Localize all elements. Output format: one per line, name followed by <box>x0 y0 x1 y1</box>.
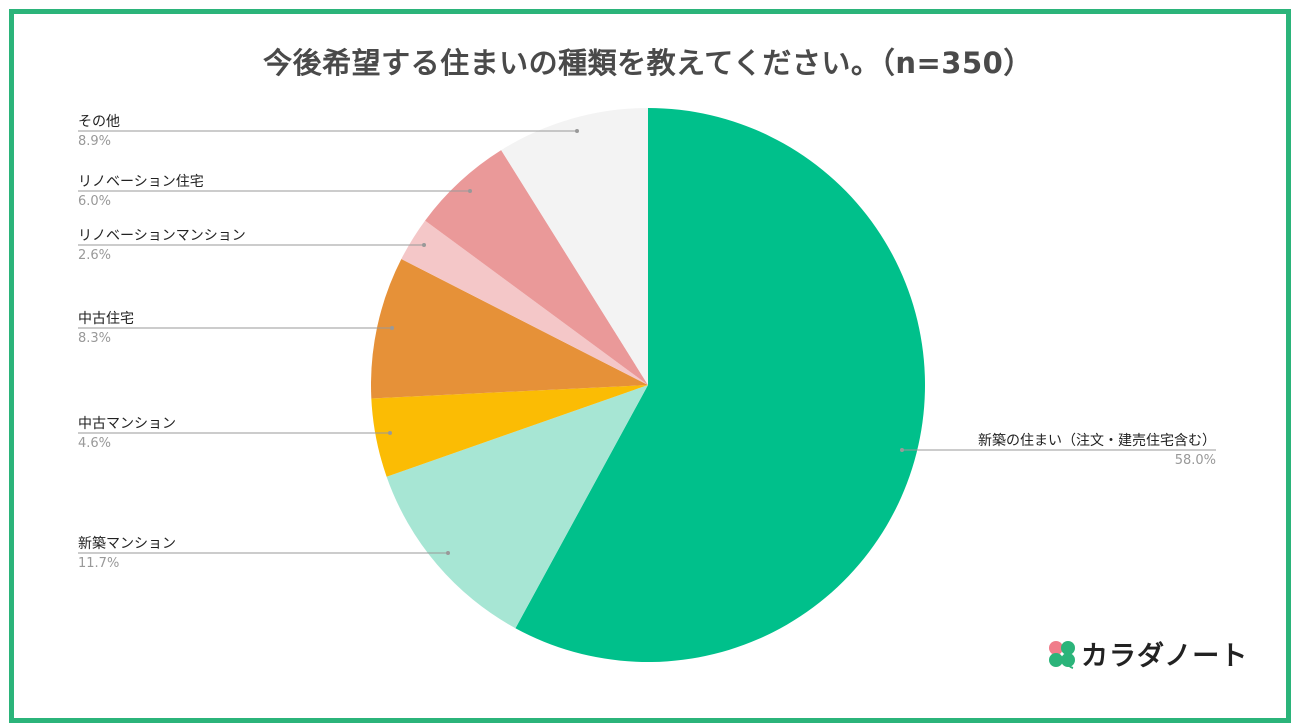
slice-label-2: 中古マンション <box>78 416 176 432</box>
slice-label-4: リノベーションマンション <box>78 228 246 244</box>
slice-value-2: 4.6% <box>78 436 111 451</box>
slice-label-1: 新築マンション <box>78 536 176 552</box>
pie-slice-1 <box>386 385 648 629</box>
pie-slice-5 <box>425 150 648 385</box>
brand-logo: カラダノート <box>1047 634 1248 673</box>
leader-dot-5 <box>468 189 472 193</box>
slice-value-0: 58.0% <box>1175 453 1216 468</box>
pie-slice-6 <box>501 108 648 385</box>
slice-value-3: 8.3% <box>78 331 111 346</box>
pie-slice-4 <box>401 220 648 385</box>
leader-dot-0 <box>900 448 904 452</box>
pie-slice-2 <box>371 385 648 477</box>
clover-icon <box>1049 640 1075 669</box>
slice-value-6: 8.9% <box>78 134 111 149</box>
slice-value-5: 6.0% <box>78 194 111 209</box>
slice-label-6: その他 <box>78 114 120 130</box>
slice-label-5: リノベーション住宅 <box>78 174 204 190</box>
slice-label-3: 中古住宅 <box>78 311 134 327</box>
brand-name: カラダノート <box>1081 641 1249 672</box>
leader-dot-4 <box>422 243 426 247</box>
pie-slice-0 <box>515 108 925 662</box>
leader-dot-3 <box>390 326 394 330</box>
slice-value-4: 2.6% <box>78 248 111 263</box>
slice-label-0: 新築の住まい（注文・建売住宅含む） <box>978 433 1216 449</box>
leader-dot-1 <box>446 551 450 555</box>
slice-value-1: 11.7% <box>78 556 119 571</box>
chart-title: 今後希望する住まいの種類を教えてください。（n=350） <box>263 46 1033 80</box>
leader-dot-6 <box>575 129 579 133</box>
leader-dot-2 <box>388 431 392 435</box>
pie-slice-3 <box>371 258 648 399</box>
